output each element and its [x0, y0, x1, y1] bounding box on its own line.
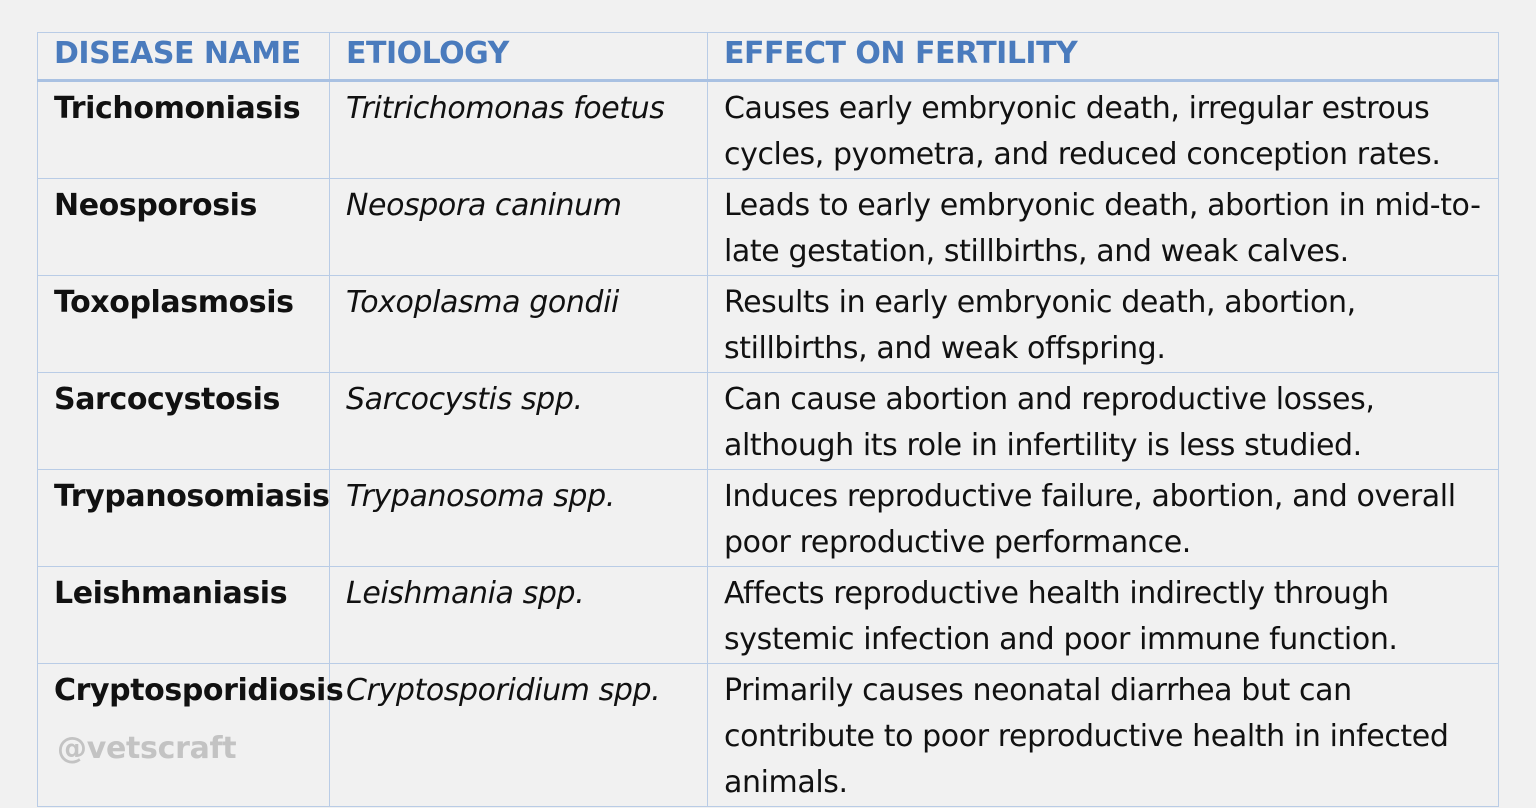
effect-cell: Causes early embryonic death, irregular … [707, 80, 1499, 179]
table-row: Toxoplasmosis Toxoplasma gondii Results … [37, 275, 1499, 373]
disease-name-cell: Cryptosporidiosis [37, 663, 344, 807]
disease-name-cell: Trypanosomiasis [37, 469, 330, 567]
effect-cell: Affects reproductive health indirectly t… [707, 566, 1499, 664]
effect-cell: Results in early embryonic death, aborti… [707, 275, 1499, 373]
header-effect-on-fertility: EFFECT ON FERTILITY [707, 32, 1499, 82]
disease-name-cell: Neosporosis [37, 178, 330, 276]
etiology-cell: Leishmania spp. [329, 566, 708, 664]
etiology-cell: Sarcocystis spp. [329, 372, 708, 470]
effect-cell: Can cause abortion and reproductive loss… [707, 372, 1499, 470]
table-row: Trichomoniasis Tritrichomonas foetus Cau… [37, 80, 1499, 179]
header-disease-name: DISEASE NAME [37, 32, 330, 82]
table-row: Trypanosomiasis Trypanosoma spp. Induces… [37, 469, 1499, 567]
disease-name-cell: Toxoplasmosis [37, 275, 330, 373]
table-row: Leishmaniasis Leishmania spp. Affects re… [37, 566, 1499, 664]
watermark: @vetscraft [57, 731, 237, 766]
table-row: Sarcocystosis Sarcocystis spp. Can cause… [37, 372, 1499, 470]
table-row: Cryptosporidiosis Cryptosporidium spp. P… [37, 663, 1499, 807]
disease-fertility-table: DISEASE NAME ETIOLOGY EFFECT ON FERTILIT… [37, 32, 1499, 807]
table-header-row: DISEASE NAME ETIOLOGY EFFECT ON FERTILIT… [37, 32, 1499, 82]
effect-cell: Leads to early embryonic death, abortion… [707, 178, 1499, 276]
table-row: Neosporosis Neospora caninum Leads to ea… [37, 178, 1499, 276]
header-etiology: ETIOLOGY [329, 32, 708, 82]
etiology-cell: Trypanosoma spp. [329, 469, 708, 567]
etiology-cell: Cryptosporidium spp. [329, 663, 708, 807]
effect-cell: Primarily causes neonatal diarrhea but c… [707, 663, 1499, 807]
etiology-cell: Neospora caninum [329, 178, 708, 276]
etiology-cell: Tritrichomonas foetus [329, 80, 708, 179]
etiology-cell: Toxoplasma gondii [329, 275, 708, 373]
disease-name-cell: Sarcocystosis [37, 372, 330, 470]
disease-name-cell: Leishmaniasis [37, 566, 330, 664]
effect-cell: Induces reproductive failure, abortion, … [707, 469, 1499, 567]
disease-name-cell: Trichomoniasis [37, 80, 330, 179]
